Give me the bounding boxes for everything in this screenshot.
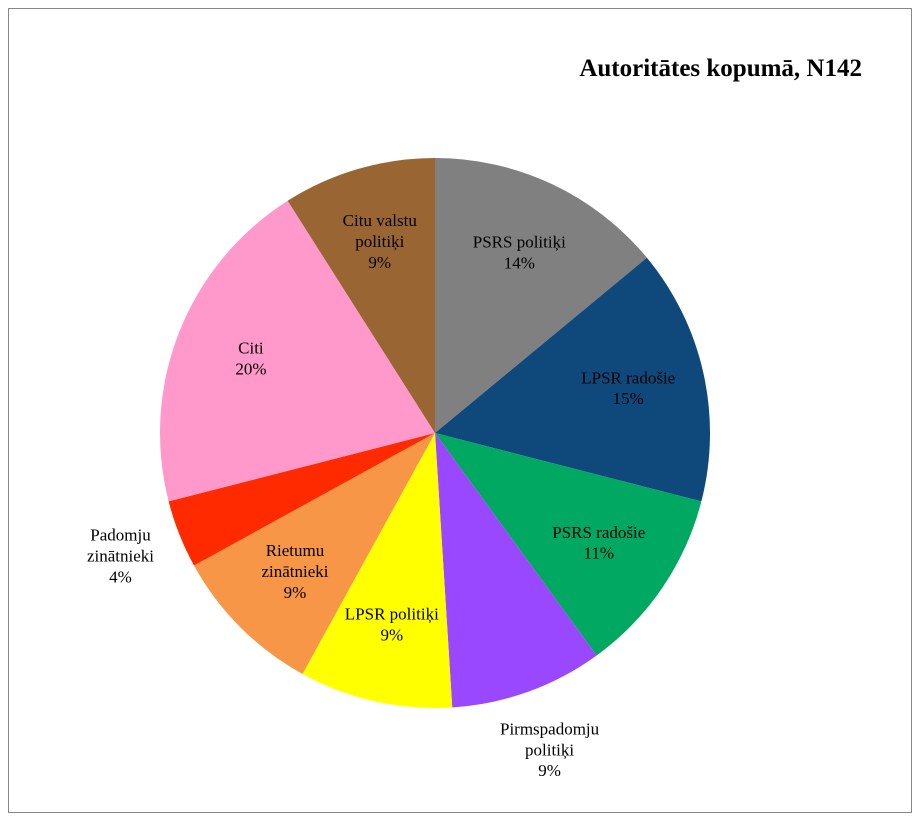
pie-slice <box>159 200 435 502</box>
pie-slice <box>287 158 435 433</box>
pie-slice <box>435 257 710 502</box>
slice-label: Rietumu zinātnieki <box>261 541 328 581</box>
pie-slice <box>194 433 435 674</box>
slice-label: PSRS politiķi <box>473 232 566 251</box>
value-label: 9% <box>380 626 403 645</box>
slice-label: Padomju zinātnieki <box>87 525 154 565</box>
slice-label: Pirmspadomju politiķi <box>500 719 600 759</box>
chart-title: Autoritātes kopumā, N142 <box>579 55 862 82</box>
slice-label: Citu valstu politiķi <box>343 211 418 251</box>
value-label: 9% <box>284 583 307 602</box>
pie-slice <box>435 158 647 433</box>
slice-label: Citi <box>238 339 264 358</box>
pie-slice <box>435 433 702 656</box>
slice-label: LPSR politiķi <box>345 605 439 624</box>
pie-slice <box>302 433 453 708</box>
value-label: 20% <box>235 360 266 379</box>
value-label: 11% <box>583 544 614 563</box>
value-label: 15% <box>613 389 644 408</box>
slice-label: PSRS radošie <box>552 523 645 542</box>
slice-label: LPSR radošie <box>581 368 675 387</box>
value-label: 9% <box>368 253 391 272</box>
pie-slice <box>435 433 597 708</box>
value-label: 9% <box>538 761 561 780</box>
value-label: 14% <box>504 253 535 272</box>
value-label: 4% <box>109 567 132 586</box>
pie-slice <box>168 433 435 566</box>
